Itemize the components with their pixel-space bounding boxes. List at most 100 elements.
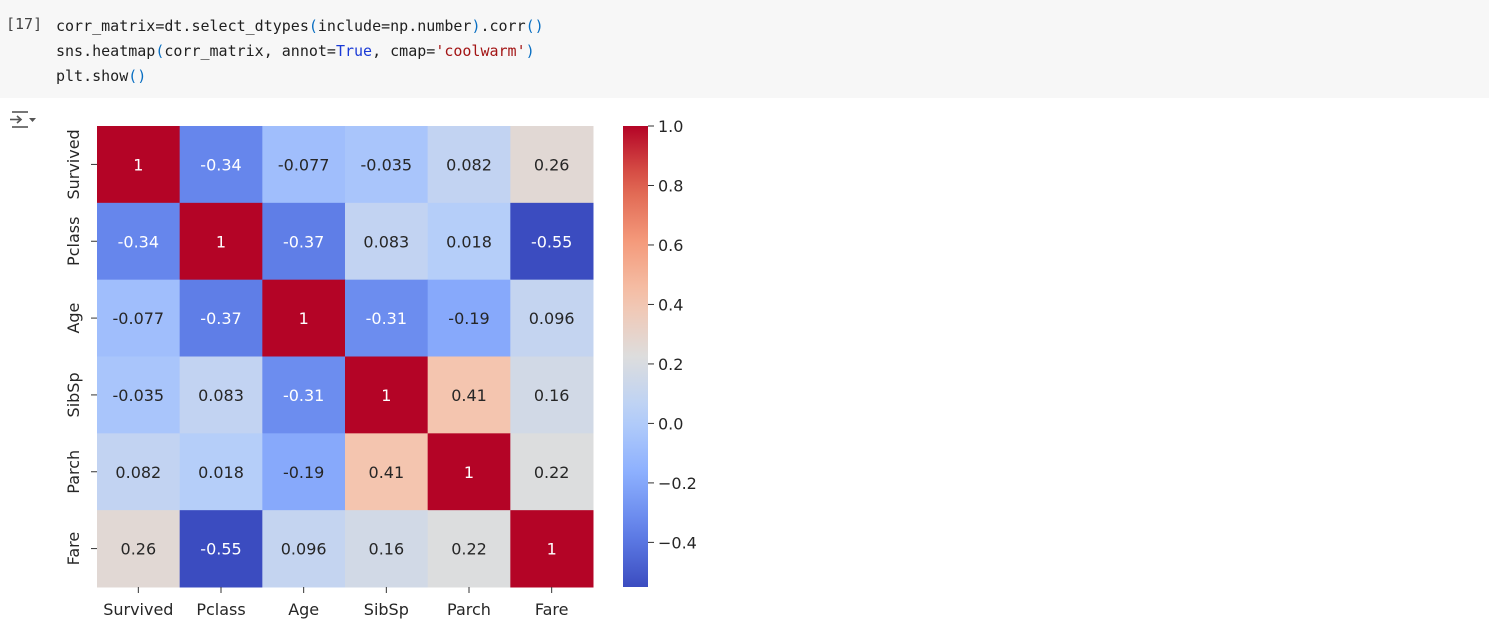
cell-annotation: 0.26 <box>121 540 157 559</box>
heatmap-cell <box>427 356 511 434</box>
heatmap-cell <box>97 433 181 511</box>
y-tick-label: SibSp <box>64 372 83 417</box>
code-token: include=np.number <box>317 17 472 35</box>
heatmap-cell <box>262 433 346 511</box>
cell-annotation: -0.19 <box>448 309 489 328</box>
colorbar-tick-label: 0.2 <box>658 355 683 374</box>
cell-annotation: -0.31 <box>366 309 407 328</box>
cell-annotation: 1 <box>381 386 391 405</box>
cell-annotation: 1 <box>547 540 557 559</box>
cell-annotation: -0.077 <box>278 155 330 174</box>
heatmap-cell <box>427 510 511 588</box>
cell-annotation: 0.018 <box>198 463 244 482</box>
cell-annotation: 0.22 <box>534 463 570 482</box>
cell-annotation: 0.096 <box>281 540 327 559</box>
heatmap-cell <box>345 433 429 511</box>
heatmap-cell <box>179 433 263 511</box>
cell-annotation: -0.37 <box>200 309 241 328</box>
heatmap-cell <box>345 202 429 281</box>
heatmap-cell <box>427 279 511 357</box>
cell-annotation: -0.34 <box>118 232 159 251</box>
y-tick-label: Parch <box>64 450 83 494</box>
code-editor[interactable]: corr_matrix=dt.select_dtypes(include=np.… <box>56 14 544 89</box>
cell-annotation: 1 <box>133 155 143 174</box>
cell-annotation: 1 <box>464 463 474 482</box>
heatmap-cell <box>510 279 594 357</box>
cell-annotation: 0.41 <box>369 463 405 482</box>
heatmap-cell <box>262 126 346 204</box>
heatmap-cell <box>345 356 429 434</box>
code-token: () <box>525 17 544 35</box>
code-token: corr_matrix, annot= <box>164 42 336 60</box>
y-tick-label: Survived <box>64 129 83 199</box>
x-tick-label: Fare <box>535 600 569 619</box>
colorbar-tick-label: 1.0 <box>658 117 683 136</box>
x-tick-label: Age <box>288 600 319 619</box>
heatmap-cell <box>179 202 263 281</box>
heatmap-cell <box>262 510 346 588</box>
heatmap-cell <box>179 126 263 204</box>
code-token: ) <box>471 17 481 35</box>
colorbar-tick-label: 0.8 <box>658 176 683 195</box>
execution-count: [17] <box>6 15 43 33</box>
heatmap-cell <box>345 279 429 357</box>
cell-annotation: 0.41 <box>451 386 487 405</box>
heatmap-cell <box>427 202 511 281</box>
cell-annotation: -0.55 <box>531 232 572 251</box>
heatmap-cell <box>427 126 511 204</box>
cell-annotation: 0.26 <box>534 155 570 174</box>
colorbar-tick-label: 0.4 <box>658 295 683 314</box>
heatmap-cell <box>510 510 594 588</box>
code-token: () <box>128 67 147 85</box>
heatmap-cell <box>427 433 511 511</box>
colorbar <box>623 126 648 587</box>
cell-annotation: 0.096 <box>529 309 575 328</box>
cell-annotation: 1 <box>216 232 226 251</box>
code-token: corr_matrix=dt.select_dtypes <box>56 17 309 35</box>
heatmap-cell <box>510 356 594 434</box>
x-tick-label: SibSp <box>364 600 409 619</box>
cell-annotation: 0.083 <box>198 386 244 405</box>
code-line: plt.show() <box>56 64 544 89</box>
heatmap-cell <box>262 356 346 434</box>
code-line: sns.heatmap(corr_matrix, annot=True, cma… <box>56 39 544 64</box>
heatmap-cell <box>262 202 346 281</box>
cell-annotation: -0.31 <box>283 386 324 405</box>
cell-annotation: -0.035 <box>361 155 413 174</box>
heatmap-cell <box>510 433 594 511</box>
colorbar-tick-label: −0.2 <box>658 474 697 493</box>
cell-annotation: 0.082 <box>446 155 492 174</box>
heatmap-cell <box>510 202 594 281</box>
cell-annotation: -0.55 <box>200 540 241 559</box>
colorbar-tick-label: −0.4 <box>658 533 697 552</box>
output-collapse-icon <box>10 111 36 128</box>
heatmap-cell <box>179 279 263 357</box>
code-token: , cmap= <box>372 42 436 60</box>
colorbar-tick-label: 0.0 <box>658 414 683 433</box>
cell-annotation: 0.018 <box>446 232 492 251</box>
y-tick-label: Pclass <box>64 217 83 266</box>
cell-annotation: 0.22 <box>451 540 487 559</box>
code-token: ) <box>525 42 535 60</box>
code-line: corr_matrix=dt.select_dtypes(include=np.… <box>56 14 544 39</box>
code-token: 'coolwarm' <box>435 42 526 60</box>
heatmap-cell <box>97 202 181 281</box>
heatmap-cell <box>510 126 594 204</box>
cell-annotation: 0.16 <box>369 540 405 559</box>
cell-annotation: -0.19 <box>283 463 324 482</box>
heatmap-cell <box>179 356 263 434</box>
heatmap-cell <box>262 279 346 357</box>
colorbar-tick-label: 0.6 <box>658 236 683 255</box>
heatmap-cell <box>97 126 181 204</box>
code-cell[interactable]: [17] corr_matrix=dt.select_dtypes(includ… <box>0 0 1489 98</box>
code-token: plt.show <box>56 67 129 85</box>
y-tick-label: Fare <box>64 532 83 566</box>
output-toggle-button[interactable] <box>8 109 38 133</box>
heatmap-cell <box>97 279 181 357</box>
heatmap-cell <box>97 356 181 434</box>
cell-annotation: -0.37 <box>283 232 324 251</box>
cell-annotation: -0.34 <box>200 155 241 174</box>
heatmap-cell <box>97 510 181 588</box>
cell-annotation: 0.083 <box>363 232 409 251</box>
